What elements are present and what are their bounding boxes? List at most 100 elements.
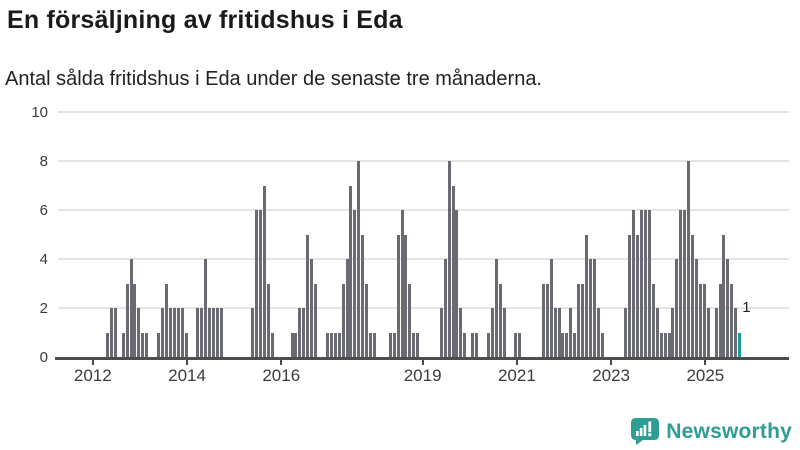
bar [294,332,298,357]
bar [573,332,577,357]
bar [349,185,353,357]
bar [628,234,632,357]
bar [514,332,518,357]
bar [184,332,188,357]
bar [655,308,659,357]
bar [325,332,329,357]
bar [695,259,698,357]
bar [691,234,695,357]
bar [176,308,180,357]
bar [129,259,133,357]
bar [255,210,259,357]
bar [113,308,117,357]
bar [137,308,141,357]
bar [636,234,640,357]
bar [569,308,573,357]
bar [502,308,506,357]
bar [259,210,263,357]
bar [109,308,113,357]
x-axis-tick [704,359,707,365]
bar [651,283,655,357]
bar [204,259,208,357]
bar [400,210,404,357]
bar [714,308,718,357]
bar [392,332,396,357]
bar [588,259,592,357]
bar [396,234,400,357]
bar [647,210,651,357]
bar [125,283,129,357]
bar [687,161,691,357]
bar [679,210,683,357]
bar [168,308,172,357]
bar [553,308,557,357]
bar [361,234,365,357]
grid-line-y4 [58,258,789,260]
bar [141,332,145,357]
bar [196,308,200,357]
bar [494,259,498,357]
bar [698,283,702,357]
bar [659,332,663,357]
bar [337,332,341,357]
bar [306,234,310,357]
bar [624,308,628,357]
bar [561,332,565,357]
bar [373,332,376,357]
x-axis-tick [280,359,283,365]
x-axis-label: 2016 [262,366,301,385]
bar [208,308,212,357]
bar [263,185,267,357]
bar [290,332,294,357]
y-axis-label: 10 [31,104,48,121]
bar [447,161,451,357]
chart-title: En försäljning av fritidshus i Eda [7,6,403,34]
bar [471,332,475,357]
y-axis-label: 0 [39,349,48,366]
bar [706,308,710,357]
bar [577,283,581,357]
bar [585,234,589,357]
x-axis-tick [610,359,613,365]
x-axis-label: 2025 [686,366,725,385]
bar [734,308,738,357]
bar [498,283,502,357]
bar [341,283,345,357]
bar [565,332,569,357]
bar [160,308,164,357]
bar [329,332,333,357]
bar [219,308,223,357]
bar [180,308,184,357]
bar [302,308,306,357]
bar [730,283,734,357]
bar [718,283,722,357]
y-axis-label: 2 [39,300,48,317]
bar [121,332,125,357]
bar [353,210,357,357]
bar [600,332,604,357]
x-axis-label: 2019 [403,366,442,385]
bar [455,210,459,357]
bar [596,308,600,357]
bar [486,332,490,357]
bar [663,332,667,357]
bar [451,185,455,357]
y-axis-label: 4 [39,251,48,268]
bar [557,308,561,357]
y-axis-label: 8 [39,153,48,170]
y-axis-label: 6 [39,202,48,219]
bar [722,234,726,357]
grid-line-y8 [58,160,789,162]
bar [541,283,545,357]
bar [333,332,337,357]
newsworthy-logo-link[interactable]: Newsworthy [631,418,792,445]
bar [388,332,392,357]
bar [172,308,176,357]
bar [404,234,408,357]
bar [164,283,168,357]
bar [549,259,553,357]
x-axis-tick [91,359,94,365]
bar [592,259,596,357]
